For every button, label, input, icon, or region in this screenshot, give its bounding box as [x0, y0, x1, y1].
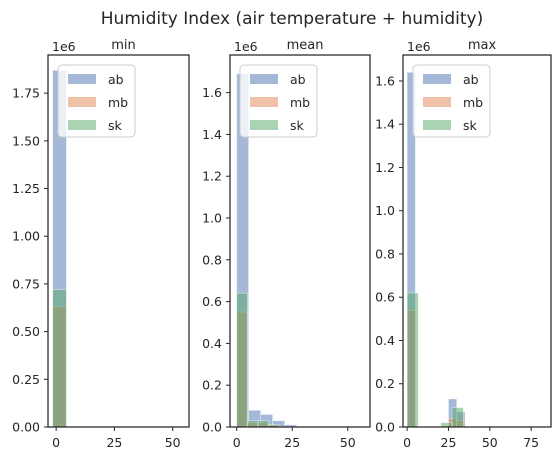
- legend: ab mb sk: [239, 64, 318, 138]
- y-tick-label: 0.0: [375, 420, 395, 435]
- y-tick-label: 1.2: [375, 160, 395, 175]
- y-tick-label: 1.75: [12, 86, 40, 101]
- bar-sk: [440, 422, 453, 428]
- y-offset-label: 1e6: [234, 39, 258, 54]
- legend-label-sk: sk: [463, 118, 478, 133]
- legend-swatch-sk: [423, 120, 451, 130]
- legend-label-sk: sk: [108, 118, 123, 133]
- legend-swatch-sk: [68, 120, 96, 130]
- y-tick-label: 0.0: [202, 420, 222, 435]
- subplot-title: max: [468, 38, 497, 53]
- axes-frame: [229, 54, 371, 428]
- x-tick-label: 50: [482, 435, 498, 450]
- legend-label-sk: sk: [290, 118, 305, 133]
- legend-label-ab: ab: [290, 72, 306, 87]
- legend-label-ab: ab: [108, 72, 124, 87]
- y-tick-label: 0.00: [12, 420, 40, 435]
- y-tick-label: 1.50: [12, 133, 40, 148]
- subplot-title: min: [111, 38, 136, 53]
- y-tick-label: 0.25: [12, 372, 40, 387]
- x-tick-label: 25: [441, 435, 457, 450]
- legend: ab mb sk: [412, 64, 491, 138]
- y-tick-label: 0.2: [375, 376, 395, 391]
- y-tick-label: 0.6: [375, 290, 395, 305]
- y-tick-label: 0.8: [202, 252, 222, 267]
- legend-swatch-mb: [423, 97, 451, 107]
- subplot-mean: 0 25 50 0.0 0.2 0.4 0.6 0.8 1.0 1.2 1.4 1.6 1e6 mean a…: [202, 38, 371, 450]
- x-tick-label: 0: [52, 435, 60, 450]
- axes-frame: [402, 54, 552, 428]
- legend-swatch-ab: [68, 74, 96, 84]
- legend-label-mb: mb: [108, 95, 128, 110]
- subplot-min: 0 25 50 0.00 0.25 0.50 0.75 1.00 1.25 1.50 1.75 1e6…: [12, 38, 190, 450]
- x-tick-label: 50: [165, 435, 181, 450]
- bar-sk: [451, 407, 464, 428]
- y-tick-label: 1.0: [375, 203, 395, 218]
- y-tick-label: 1.6: [375, 73, 395, 88]
- y-tick-label: 1.2: [202, 169, 222, 184]
- legend-swatch-mb: [68, 97, 96, 107]
- bar-sk: [246, 420, 259, 428]
- bar-sk: [406, 292, 419, 428]
- legend: ab mb sk: [57, 64, 136, 138]
- legend-label-ab: ab: [463, 72, 479, 87]
- axes-frame: [47, 54, 190, 428]
- x-tick-label: 75: [523, 435, 539, 450]
- bar-sk: [257, 420, 270, 428]
- y-tick-label: 0.2: [202, 378, 222, 393]
- y-tick-label: 0.50: [12, 324, 40, 339]
- x-tick-label: 50: [340, 435, 356, 450]
- bar-sk: [236, 292, 248, 428]
- y-tick-label: 1.4: [375, 117, 395, 132]
- y-offset-label: 1e6: [52, 39, 76, 54]
- subplot-title: mean: [287, 38, 324, 53]
- y-tick-label: 0.6: [202, 294, 222, 309]
- legend-label-mb: mb: [290, 95, 310, 110]
- y-tick-label: 1.25: [12, 181, 40, 196]
- legend-label-mb: mb: [463, 95, 483, 110]
- y-tick-label: 1.4: [202, 127, 222, 142]
- y-tick-label: 1.6: [202, 85, 222, 100]
- subplot-max: 0 25 50 75 0.0 0.2 0.4 0.6 0.8 1.0 1.2 1.4 1.6 1e6 max…: [375, 38, 552, 450]
- legend-swatch-mb: [250, 97, 278, 107]
- y-tick-label: 1.0: [202, 211, 222, 226]
- legend-swatch-ab: [250, 74, 278, 84]
- y-offset-label: 1e6: [407, 39, 431, 54]
- y-tick-label: 1.00: [12, 229, 40, 244]
- x-tick-label: 25: [284, 435, 300, 450]
- y-tick-label: 0.8: [375, 246, 395, 261]
- legend-swatch-sk: [250, 120, 278, 130]
- bar-sk: [52, 289, 67, 428]
- y-tick-label: 0.4: [375, 333, 395, 348]
- legend-swatch-ab: [423, 74, 451, 84]
- y-tick-label: 0.75: [12, 276, 40, 291]
- x-tick-label: 25: [106, 435, 122, 450]
- x-tick-label: 0: [233, 435, 241, 450]
- y-tick-label: 0.4: [202, 336, 222, 351]
- figure-title: Humidity Index (air temperature + humidi…: [101, 9, 483, 29]
- x-tick-label: 0: [403, 435, 411, 450]
